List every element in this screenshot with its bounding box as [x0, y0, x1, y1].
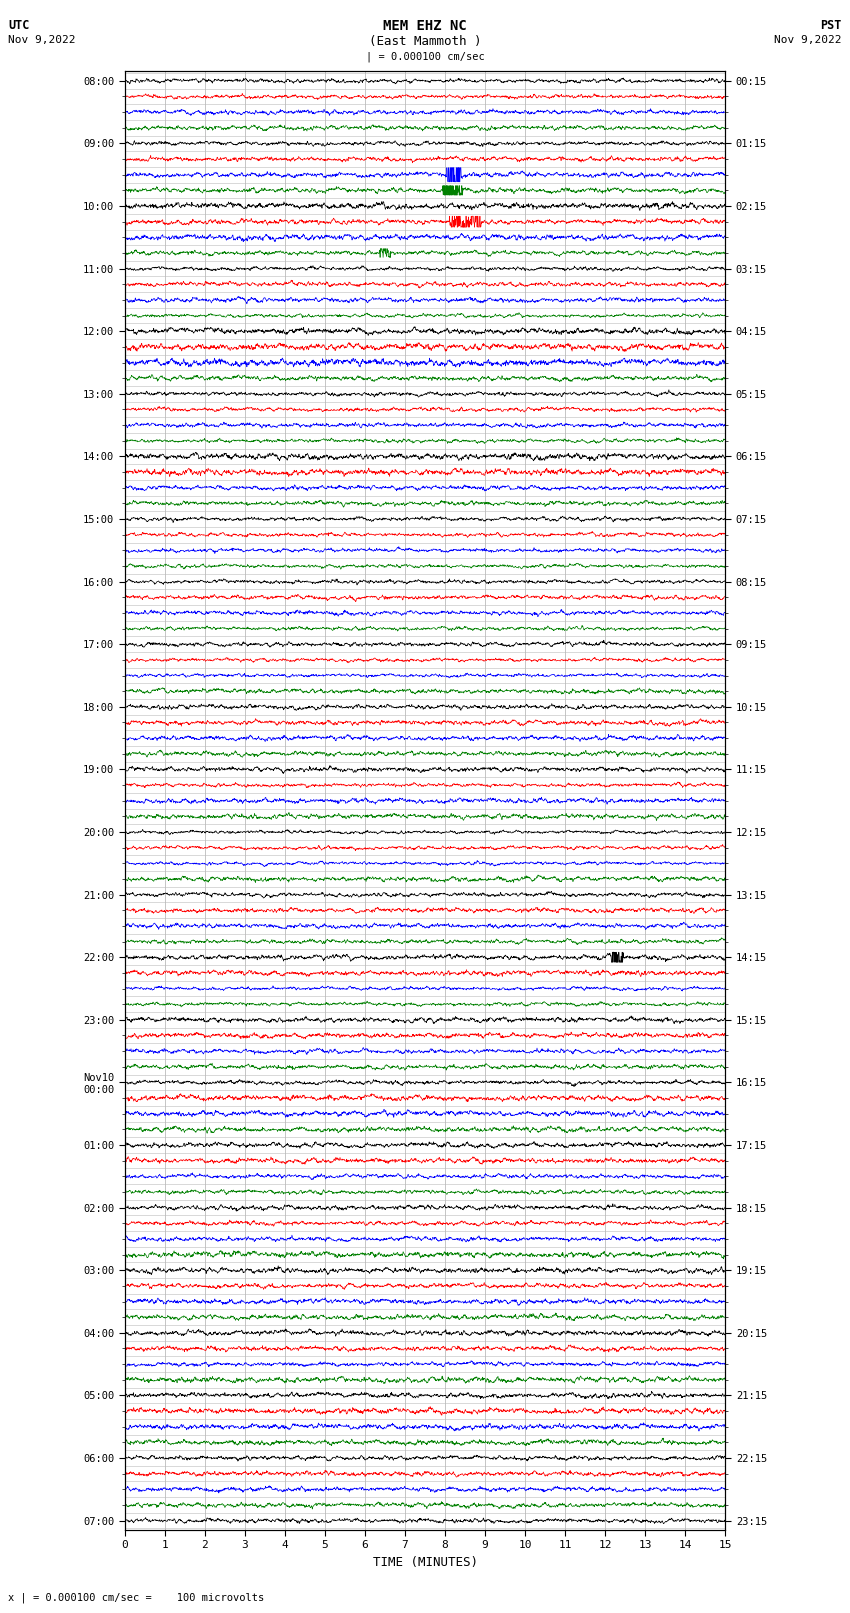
Text: | = 0.000100 cm/sec: | = 0.000100 cm/sec: [366, 52, 484, 63]
Text: Nov 9,2022: Nov 9,2022: [8, 35, 76, 45]
Text: x | = 0.000100 cm/sec =    100 microvolts: x | = 0.000100 cm/sec = 100 microvolts: [8, 1592, 264, 1603]
Text: MEM EHZ NC: MEM EHZ NC: [383, 19, 467, 34]
Text: (East Mammoth ): (East Mammoth ): [369, 35, 481, 48]
Text: Nov 9,2022: Nov 9,2022: [774, 35, 842, 45]
Text: UTC: UTC: [8, 19, 30, 32]
Text: PST: PST: [820, 19, 842, 32]
X-axis label: TIME (MINUTES): TIME (MINUTES): [372, 1557, 478, 1569]
